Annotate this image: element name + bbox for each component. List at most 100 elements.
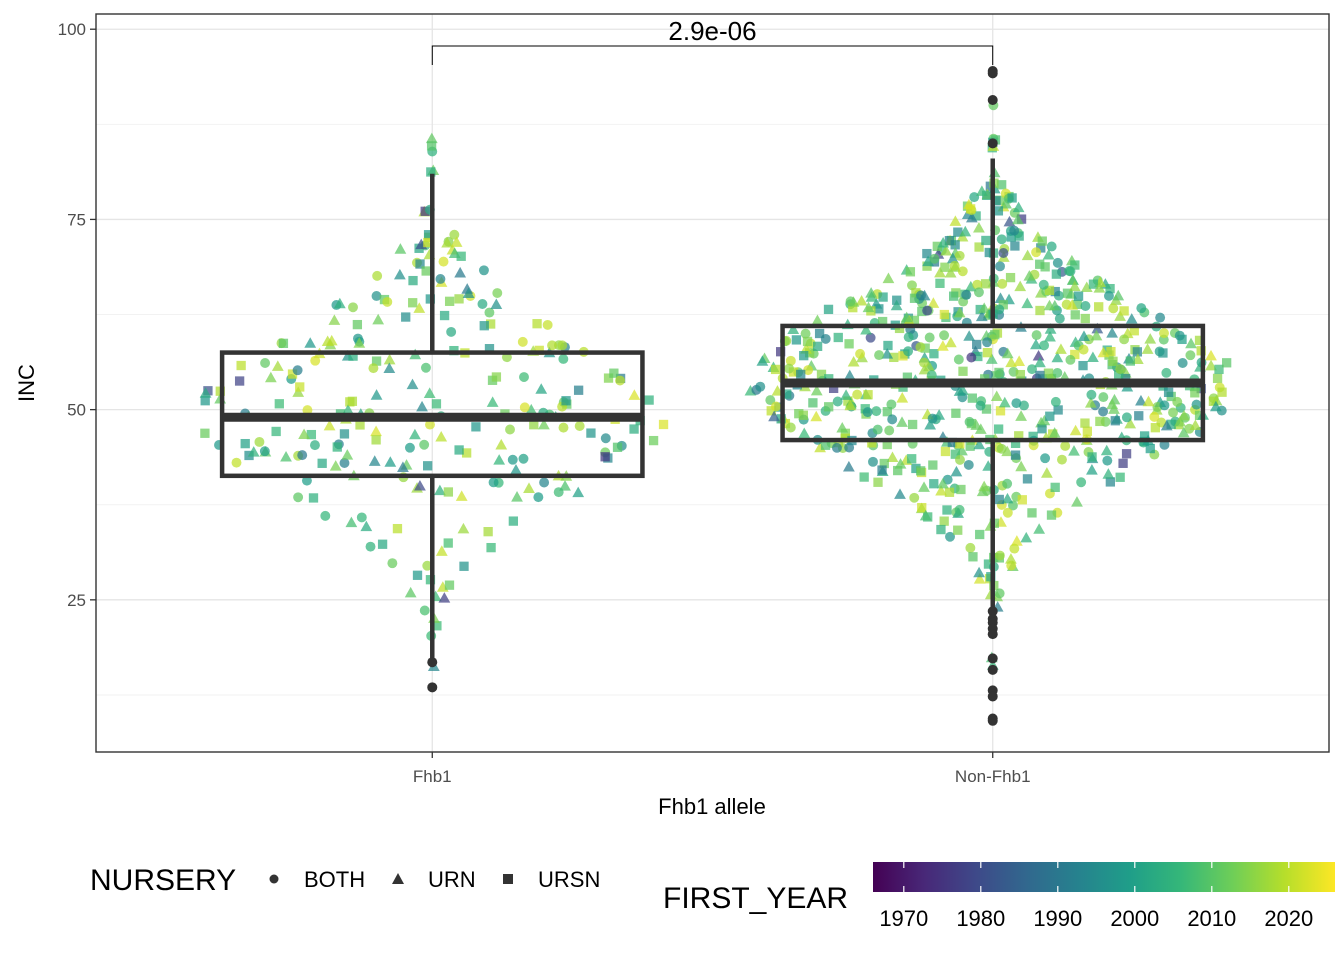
data-point-urn <box>1086 464 1098 475</box>
colorbar-tick-label: 2010 <box>1187 906 1236 931</box>
data-point-ursn <box>942 505 952 515</box>
data-point-urn <box>936 477 949 489</box>
data-point-ursn <box>1070 260 1080 270</box>
data-point-ursn <box>928 460 938 470</box>
data-point-ursn <box>994 367 1004 378</box>
data-point-urn <box>1114 310 1126 321</box>
data-point-urn <box>924 418 937 430</box>
data-point-both <box>995 261 1005 272</box>
data-point-ursn <box>278 338 289 349</box>
data-point-ursn <box>873 477 883 487</box>
data-point-urn <box>1015 410 1027 421</box>
data-point-both <box>477 299 488 309</box>
data-point-ursn <box>950 240 960 250</box>
data-point-urn <box>975 185 988 196</box>
data-point-both <box>302 405 313 416</box>
data-point-ursn <box>203 386 213 396</box>
data-point-urn <box>1097 346 1110 358</box>
data-point-both <box>615 375 626 386</box>
data-point-urn <box>985 353 998 364</box>
data-point-urn <box>628 389 641 400</box>
data-point-ursn <box>1163 387 1174 398</box>
data-point-ursn <box>586 428 596 438</box>
data-point-urn <box>384 456 397 467</box>
data-point-urn <box>1005 553 1017 564</box>
data-point-both <box>553 487 564 498</box>
data-point-both <box>926 370 937 381</box>
data-point-ursn <box>234 376 245 386</box>
data-point-both <box>446 326 457 337</box>
data-point-ursn <box>1119 306 1129 316</box>
data-point-ursn <box>1073 291 1084 301</box>
data-point-ursn <box>944 487 955 497</box>
data-point-ursn <box>1132 347 1143 357</box>
data-point-ursn <box>1070 349 1080 360</box>
data-point-both <box>1159 400 1170 411</box>
data-point-urn <box>1000 197 1012 209</box>
colorbar-tick-label: 1970 <box>879 906 928 931</box>
bracket-line <box>431 45 994 65</box>
data-point-urn <box>1034 356 1046 368</box>
data-point-ursn <box>953 525 963 535</box>
x-axis: Fhb1 Non-Fhb1 <box>413 752 1031 786</box>
data-point-both <box>994 550 1005 561</box>
data-point-urn <box>964 280 977 292</box>
data-point-ursn <box>1016 214 1027 224</box>
data-point-ursn <box>377 539 388 549</box>
data-point-urn <box>1080 281 1093 292</box>
data-point-urn <box>1042 248 1055 260</box>
data-point-both <box>994 588 1005 599</box>
outlier-point <box>987 653 998 664</box>
data-point-urn <box>961 208 974 219</box>
data-point-urn <box>404 586 417 598</box>
data-point-urn <box>333 297 346 309</box>
data-point-urn <box>973 566 985 578</box>
data-point-urn <box>414 479 426 491</box>
data-point-urn <box>970 419 983 430</box>
data-point-ursn <box>408 298 418 308</box>
data-point-urn <box>1044 330 1056 342</box>
data-point-urn <box>787 323 800 334</box>
data-point-urn <box>1010 535 1023 546</box>
data-point-both <box>292 365 303 376</box>
data-point-urn <box>978 302 991 313</box>
data-point-ursn <box>909 293 920 303</box>
data-point-ursn <box>816 369 827 379</box>
data-point-both <box>387 558 398 569</box>
boxplots <box>219 158 1206 663</box>
data-point-urn <box>922 255 934 267</box>
data-point-urn <box>342 404 354 415</box>
data-point-urn <box>1209 400 1222 412</box>
data-point-ursn <box>1110 416 1120 426</box>
data-point-ursn <box>939 516 949 526</box>
data-point-urn <box>1078 330 1090 341</box>
data-point-ursn <box>483 527 493 537</box>
data-point-ursn <box>1139 431 1150 441</box>
data-point-ursn <box>508 516 519 526</box>
data-point-ursn <box>798 410 808 420</box>
data-point-ursn <box>947 437 958 448</box>
data-point-ursn <box>240 438 250 449</box>
data-point-ursn <box>990 330 1000 340</box>
data-point-ursn <box>431 399 442 409</box>
data-point-urn <box>973 221 985 233</box>
data-point-ursn <box>848 303 858 313</box>
data-point-ursn <box>1053 405 1063 415</box>
data-point-urn <box>264 371 277 383</box>
data-point-ursn <box>271 426 281 437</box>
data-point-urn <box>973 573 986 584</box>
data-point-both <box>903 346 914 357</box>
data-point-both <box>1011 398 1022 409</box>
data-point-both <box>419 605 430 616</box>
data-point-ursn <box>940 262 950 272</box>
data-point-both <box>1159 439 1170 450</box>
data-point-ursn <box>1094 302 1104 312</box>
data-point-ursn <box>317 458 327 468</box>
data-point-ursn <box>1080 418 1090 428</box>
data-point-urn <box>973 438 986 450</box>
data-point-urn <box>423 387 436 398</box>
outlier-point <box>987 664 998 675</box>
data-point-urn <box>1038 414 1051 426</box>
data-point-both <box>542 319 553 330</box>
data-point-ursn <box>883 340 893 351</box>
